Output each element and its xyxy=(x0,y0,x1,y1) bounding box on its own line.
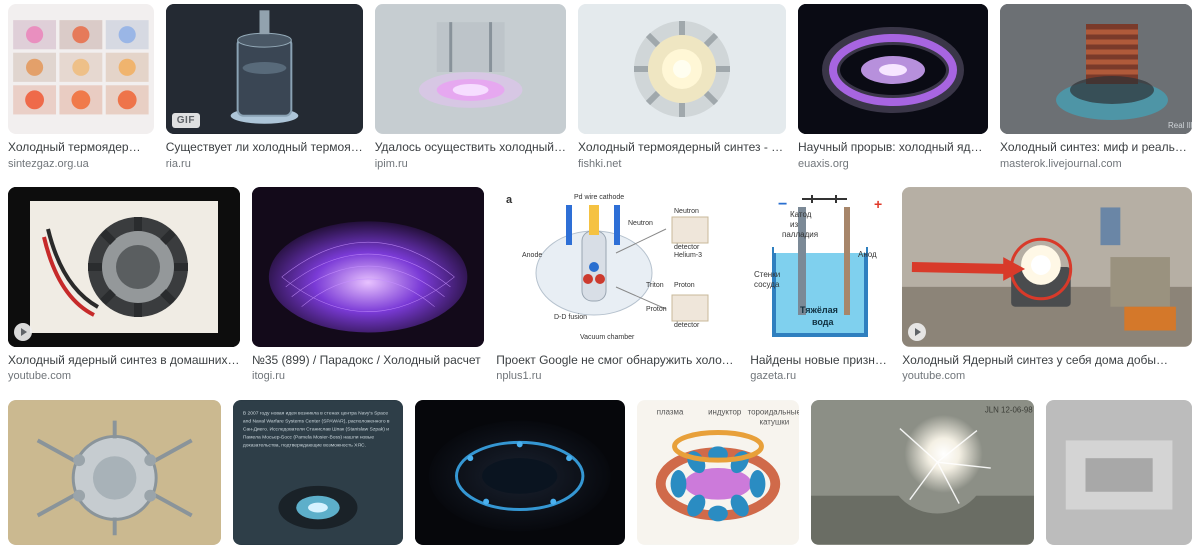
svg-text:Pd wire cathode: Pd wire cathode xyxy=(574,194,624,201)
panel-label: a xyxy=(506,194,513,206)
result-card[interactable]: В 2007 году новая идея возникла в стенах… xyxy=(233,400,403,545)
svg-text:Helium-3: Helium-3 xyxy=(674,252,702,259)
result-title: Холодный термоядер… xyxy=(8,140,154,156)
thumbnail[interactable]: GIF xyxy=(166,4,363,134)
svg-text:индуктор: индуктор xyxy=(708,407,742,416)
svg-text:JLN 12-06-98: JLN 12-06-98 xyxy=(984,405,1032,414)
thumbnail[interactable] xyxy=(798,4,988,134)
svg-text:Стенки: Стенки xyxy=(754,270,780,279)
svg-text:сосуда: сосуда xyxy=(754,280,780,289)
results-row-3: В 2007 году новая идея возникла в стенах… xyxy=(8,400,1192,545)
result-source: masterok.livejournal.com xyxy=(1000,158,1192,171)
result-card[interactable]: Удалось осуществить холодный… ipim.ru xyxy=(375,4,566,171)
result-title: Удалось осуществить холодный… xyxy=(375,140,566,156)
svg-text:and Naval Warfare Systems Cent: and Naval Warfare Systems Center (SPAWAR… xyxy=(243,418,390,424)
thumbnail[interactable] xyxy=(375,4,566,134)
thumbnail[interactable] xyxy=(8,187,240,347)
result-card[interactable]: Холодный термоядерный синтез - Утеря… fi… xyxy=(578,4,786,171)
thumbnail[interactable] xyxy=(8,4,154,134)
thumbnail[interactable] xyxy=(578,4,786,134)
thumbnail[interactable]: a Neutron Neutron detector Helium-3 Prot… xyxy=(496,187,738,347)
result-source: fishki.net xyxy=(578,158,786,171)
thumbnail[interactable]: Real Illusion xyxy=(1000,4,1192,134)
result-source: gazeta.ru xyxy=(750,370,890,383)
svg-text:Памела Мосьер-Босс (Pamela Mos: Памела Мосьер-Босс (Pamela Mosier-Boss) … xyxy=(243,434,375,440)
result-title: Холодный ядерный синтез в домашних услов… xyxy=(8,353,240,369)
result-card[interactable] xyxy=(415,400,624,545)
result-card[interactable]: Real Illusion Холодный синтез: миф и реа… xyxy=(1000,4,1192,171)
result-card[interactable]: a Neutron Neutron detector Helium-3 Prot… xyxy=(496,187,738,384)
result-card[interactable] xyxy=(1046,400,1192,545)
thumbnail[interactable]: В 2007 году новая идея возникла в стенах… xyxy=(233,400,403,545)
result-card[interactable]: №35 (899) / Парадокс / Холодный расчет i… xyxy=(252,187,484,384)
thumbnail[interactable]: плазма индуктор тороидальные катушки xyxy=(637,400,799,545)
result-title: Найдены новые признаки … xyxy=(750,353,890,369)
result-title: Существует ли холодный термоя… xyxy=(166,140,363,156)
result-source: youtube.com xyxy=(8,370,240,383)
play-icon xyxy=(908,323,926,341)
svg-text:detector: detector xyxy=(674,322,700,329)
thumbnail[interactable]: JLN 12-06-98 xyxy=(811,400,1034,545)
svg-text:тороидальные: тороидальные xyxy=(747,407,798,416)
thumbnail[interactable] xyxy=(902,187,1192,347)
svg-text:плазма: плазма xyxy=(656,407,683,416)
thumbnail[interactable] xyxy=(252,187,484,347)
result-card[interactable] xyxy=(8,400,221,545)
results-row-2: Холодный ядерный синтез в домашних услов… xyxy=(8,187,1192,384)
svg-text:D-D fusion: D-D fusion xyxy=(554,314,587,321)
svg-text:Vacuum chamber: Vacuum chamber xyxy=(580,334,635,341)
svg-text:Anode: Anode xyxy=(522,252,542,259)
svg-text:В 2007 году новая идея возникл: В 2007 году новая идея возникла в стенах… xyxy=(243,410,388,416)
svg-text:доказательства, подтверждающие: доказательства, подтверждающие возможнос… xyxy=(243,442,366,448)
result-card[interactable]: Катод из палладия Стенки сосуда Анод Тяж… xyxy=(750,187,890,384)
svg-text:Тяжёлая: Тяжёлая xyxy=(800,305,838,315)
result-source: itogi.ru xyxy=(252,370,484,383)
svg-text:Triton: Triton xyxy=(646,282,664,289)
svg-text:Neutron: Neutron xyxy=(674,208,699,215)
result-title: Проект Google не смог обнаружить холодн… xyxy=(496,353,738,369)
anode-label: Анод xyxy=(858,250,877,259)
svg-text:Proton: Proton xyxy=(646,306,667,313)
result-source: youtube.com xyxy=(902,370,1192,383)
svg-text:Neutron: Neutron xyxy=(628,220,653,227)
result-source: sintezgaz.org.ua xyxy=(8,158,154,171)
svg-text:detector: detector xyxy=(674,244,700,251)
result-card[interactable]: плазма индуктор тороидальные катушки xyxy=(637,400,799,545)
svg-text:+: + xyxy=(874,196,882,212)
result-title: Холодный термоядерный синтез - Утеря… xyxy=(578,140,786,156)
result-source: euaxis.org xyxy=(798,158,988,171)
thumbnail[interactable] xyxy=(1046,400,1192,545)
svg-text:вода: вода xyxy=(812,317,835,327)
result-card[interactable]: JLN 12-06-98 xyxy=(811,400,1034,545)
result-card[interactable]: Холодный Ядерный синтез у себя дома добы… xyxy=(902,187,1192,384)
result-source: ria.ru xyxy=(166,158,363,171)
results-row-1: Холодный термоядер… sintezgaz.org.ua GIF… xyxy=(8,4,1192,171)
svg-text:Сан-Диего. Исследователи Стани: Сан-Диего. Исследователи Станислав Шпак … xyxy=(243,426,389,432)
result-title: №35 (899) / Парадокс / Холодный расчет xyxy=(252,353,484,369)
result-card[interactable]: GIF Существует ли холодный термоя… ria.r… xyxy=(166,4,363,171)
result-card[interactable]: Холодный ядерный синтез в домашних услов… xyxy=(8,187,240,384)
thumbnail[interactable] xyxy=(8,400,221,545)
result-title: Холодный синтез: миф и реальнос… xyxy=(1000,140,1192,156)
gif-badge: GIF xyxy=(172,113,200,128)
result-source: nplus1.ru xyxy=(496,370,738,383)
result-card[interactable]: Холодный термоядер… sintezgaz.org.ua xyxy=(8,4,154,171)
play-icon xyxy=(14,323,32,341)
result-title: Холодный Ядерный синтез у себя дома добы… xyxy=(902,353,1192,369)
result-source: ipim.ru xyxy=(375,158,566,171)
svg-text:палладия: палладия xyxy=(782,230,818,239)
svg-text:Proton: Proton xyxy=(674,282,695,289)
result-title: Научный прорыв: холодный ядерн… xyxy=(798,140,988,156)
result-card[interactable]: Научный прорыв: холодный ядерн… euaxis.o… xyxy=(798,4,988,171)
svg-text:из: из xyxy=(790,220,798,229)
svg-text:Real Illusion: Real Illusion xyxy=(1168,121,1192,130)
thumbnail[interactable]: Катод из палладия Стенки сосуда Анод Тяж… xyxy=(750,187,890,347)
svg-text:−: − xyxy=(778,196,787,213)
thumbnail[interactable] xyxy=(415,400,624,545)
svg-text:катушки: катушки xyxy=(759,417,789,426)
cathode-label: Катод xyxy=(790,210,812,219)
